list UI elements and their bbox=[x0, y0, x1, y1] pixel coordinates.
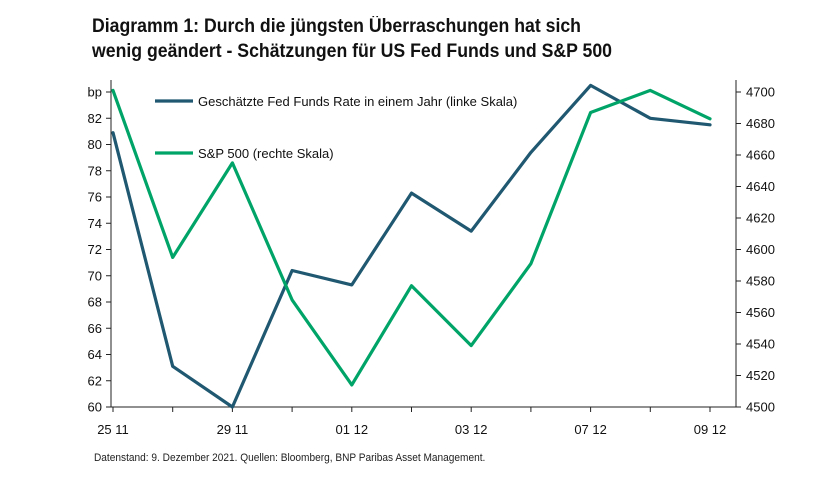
right-tick-label: 4500 bbox=[746, 400, 775, 415]
left-tick-label: 68 bbox=[88, 295, 102, 310]
left-tick-label: 80 bbox=[88, 137, 102, 152]
right-tick-label: 4520 bbox=[746, 368, 775, 383]
left-tick-label: 76 bbox=[88, 190, 102, 205]
left-tick-label: 82 bbox=[88, 111, 102, 126]
left-tick-label: 64 bbox=[88, 347, 102, 362]
x-tick-label: 29 11 bbox=[217, 422, 249, 437]
right-tick-label: 4580 bbox=[746, 274, 775, 289]
right-tick-label: 4600 bbox=[746, 242, 775, 257]
left-tick-label: 66 bbox=[88, 321, 102, 336]
right-tick-label: 4640 bbox=[746, 179, 775, 194]
source-footnote: Datenstand: 9. Dezember 2021. Quellen: B… bbox=[94, 452, 486, 464]
right-tick-label: 4660 bbox=[746, 148, 775, 163]
chart-title: Diagramm 1: Durch die jüngsten Überrasch… bbox=[92, 14, 743, 64]
left-tick-label: 62 bbox=[88, 373, 102, 388]
right-tick-label: 4540 bbox=[746, 337, 775, 352]
chart-title-line-2: wenig geändert - Schätzungen für US Fed … bbox=[92, 41, 613, 62]
right-tick-label: 4680 bbox=[746, 116, 775, 131]
legend-label-sp500: S&P 500 (rechte Skala) bbox=[198, 146, 334, 161]
left-axis-ticks: 60 62 64 66 68 70 72 74 76 78 80 82 bp bbox=[88, 85, 111, 415]
left-tick-label: 72 bbox=[88, 242, 102, 257]
x-tick-label: 07 12 bbox=[574, 422, 607, 437]
left-tick-label: 74 bbox=[88, 216, 102, 231]
left-tick-label: 78 bbox=[88, 163, 102, 178]
x-tick-label: 03 12 bbox=[455, 422, 488, 437]
legend-label-fed-funds: Geschätzte Fed Funds Rate in einem Jahr … bbox=[198, 94, 517, 109]
x-tick-label: 09 12 bbox=[694, 422, 727, 437]
right-tick-label: 4620 bbox=[746, 211, 775, 226]
right-axis-ticks: 4500 4520 4540 4560 4580 4600 4620 4640 4660 4680… bbox=[736, 85, 775, 415]
right-tick-label: 4560 bbox=[746, 305, 775, 320]
chart-title-line-1: Diagramm 1: Durch die jüngsten Überrasch… bbox=[92, 16, 581, 37]
left-tick-label: 70 bbox=[88, 268, 102, 283]
left-axis-unit-label: bp bbox=[88, 85, 102, 100]
x-axis-ticks: 25 11 29 11 01 12 03 12 07 12 09 12 bbox=[97, 407, 726, 437]
sp500-series-line bbox=[111, 88, 712, 387]
right-tick-label: 4700 bbox=[746, 85, 775, 100]
x-tick-label: 01 12 bbox=[336, 422, 369, 437]
left-tick-label: 60 bbox=[88, 400, 102, 415]
chart-axes bbox=[110, 80, 737, 408]
fed-funds-series-line bbox=[111, 83, 712, 409]
x-tick-label: 25 11 bbox=[97, 422, 129, 437]
chart-series bbox=[111, 83, 712, 409]
chart-legend: Geschätzte Fed Funds Rate in einem Jahr … bbox=[155, 94, 517, 161]
